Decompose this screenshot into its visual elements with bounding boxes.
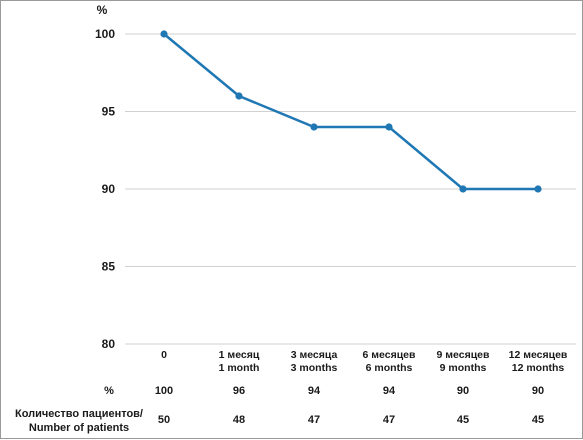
table-cell: 45 [532, 414, 544, 426]
table-row-label: Количество пациентов/ [15, 408, 143, 420]
series-line [163, 33, 538, 191]
data-point [459, 185, 467, 193]
table-cell: 50 [158, 414, 170, 426]
x-tick-label: 3 месяца [291, 349, 338, 361]
y-tick-label: 100 [95, 27, 115, 41]
data-point [235, 92, 243, 100]
x-tick-label: 6 месяцев [363, 349, 416, 361]
data-point [534, 185, 542, 193]
x-tick-label: 0 [161, 349, 167, 361]
x-tick-label: 1 месяц [219, 349, 260, 361]
table-cell: 47 [383, 414, 395, 426]
x-tick-label: 6 months [366, 362, 413, 374]
table-cell: 90 [457, 385, 469, 397]
table-cell: 45 [457, 414, 469, 426]
table-cell: 94 [308, 385, 321, 397]
table-cell: 100 [155, 385, 173, 397]
table-cell: 47 [308, 414, 320, 426]
x-tick-label: 9 месяцев [437, 349, 490, 361]
table-row-label: Number of patients [29, 422, 129, 434]
x-tick-label: 12 months [512, 362, 565, 374]
table-cell: 94 [383, 385, 396, 397]
table-cell: 90 [532, 385, 544, 397]
y-tick-label: 95 [102, 105, 116, 119]
x-tick-label: 9 months [440, 362, 487, 374]
data-point [385, 123, 393, 131]
y-tick-label: 80 [102, 337, 116, 351]
table-cell: 48 [233, 414, 245, 426]
y-axis-label: % [97, 3, 108, 17]
table-cell: 96 [233, 385, 245, 397]
x-tick-label: 3 months [291, 362, 338, 374]
x-tick-label: 1 month [219, 362, 260, 374]
y-tick-label: 85 [102, 260, 116, 274]
data-point [310, 123, 318, 131]
y-tick-label: 90 [102, 182, 116, 196]
data-point [160, 30, 168, 38]
x-tick-label: 12 месяцев [509, 349, 568, 361]
table-row-label: % [104, 385, 114, 397]
